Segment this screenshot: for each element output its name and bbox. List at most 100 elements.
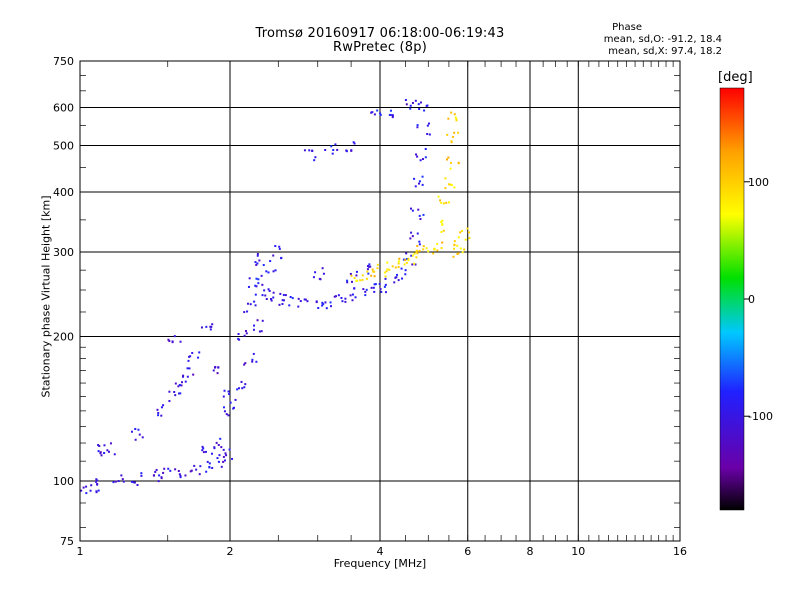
data-point [282, 293, 285, 296]
data-point [426, 124, 429, 127]
data-point [85, 492, 88, 495]
data-point [367, 272, 370, 275]
data-point [99, 452, 102, 455]
data-point [440, 247, 443, 250]
data-point [444, 177, 447, 180]
data-point [329, 301, 332, 304]
data-point [215, 441, 218, 444]
data-point [228, 448, 231, 451]
data-point [311, 149, 314, 152]
data-point [413, 252, 416, 255]
data-point [426, 104, 429, 107]
data-point [232, 407, 235, 410]
data-point [237, 337, 240, 340]
data-point [333, 295, 336, 298]
data-point [103, 444, 106, 447]
data-point [453, 247, 456, 250]
data-point [374, 283, 377, 286]
data-point [346, 279, 349, 282]
data-point [254, 293, 257, 296]
data-point [416, 124, 419, 127]
data-point [364, 294, 367, 297]
data-point [437, 195, 440, 198]
y-tick-label: 100 [53, 475, 74, 488]
data-point [427, 250, 430, 253]
data-point [344, 297, 347, 300]
data-point [267, 271, 270, 274]
grid-lines [80, 61, 680, 541]
y-tick-label: 75 [60, 535, 74, 548]
data-point [459, 247, 462, 250]
data-point [411, 209, 414, 212]
data-point [204, 450, 207, 453]
data-point [364, 290, 367, 293]
data-point [208, 462, 211, 465]
data-point [114, 480, 117, 483]
data-point [397, 266, 400, 269]
data-point [288, 304, 291, 307]
data-point [404, 273, 407, 276]
data-point [436, 242, 439, 245]
data-point [223, 459, 226, 462]
data-point [224, 452, 227, 455]
data-point [362, 288, 365, 291]
phase-stats-o: mean, sd,O: -91.2, 18.4 [603, 34, 722, 45]
data-point [95, 490, 98, 493]
data-point [192, 373, 195, 376]
data-point [409, 237, 412, 240]
data-point [388, 268, 391, 271]
data-point [386, 261, 389, 264]
data-point [240, 380, 243, 383]
data-point [198, 351, 201, 354]
data-point [281, 299, 284, 302]
data-point [388, 113, 391, 116]
data-point [98, 444, 101, 447]
data-point [354, 296, 357, 299]
data-point [366, 268, 369, 271]
data-point [334, 143, 337, 146]
data-point [373, 283, 376, 286]
data-point [452, 135, 455, 138]
data-point [269, 260, 272, 263]
data-point [201, 445, 204, 448]
data-point [216, 457, 219, 460]
data-point [278, 245, 281, 248]
data-point [82, 486, 85, 489]
data-point [162, 471, 165, 474]
data-point [379, 113, 382, 116]
data-point [450, 161, 453, 164]
data-point [402, 258, 405, 261]
data-point [397, 260, 400, 263]
data-point [371, 111, 374, 114]
data-point [450, 183, 453, 186]
data-point [168, 340, 171, 343]
data-point [376, 109, 379, 112]
data-point [447, 156, 450, 159]
data-point [447, 201, 450, 204]
data-point [441, 219, 444, 222]
data-point [383, 285, 386, 288]
data-point [416, 252, 419, 255]
data-point [216, 372, 219, 375]
colorbar-tick-label: 100 [748, 176, 769, 189]
data-point [217, 444, 220, 447]
data-point [168, 400, 171, 403]
data-point [130, 480, 133, 483]
data-point [324, 148, 327, 151]
x-tick-label: 1 [77, 545, 84, 558]
data-point [284, 294, 287, 297]
data-point [264, 294, 267, 297]
data-point [457, 161, 460, 164]
data-point [419, 159, 422, 162]
data-point [253, 300, 256, 303]
data-point [395, 276, 398, 279]
data-point [157, 411, 160, 414]
data-point [236, 388, 239, 391]
data-point [257, 278, 260, 281]
data-point [426, 132, 429, 135]
data-point [234, 398, 237, 401]
data-point [262, 264, 265, 267]
data-point [199, 465, 202, 468]
data-point [97, 489, 100, 492]
data-point [321, 304, 324, 307]
